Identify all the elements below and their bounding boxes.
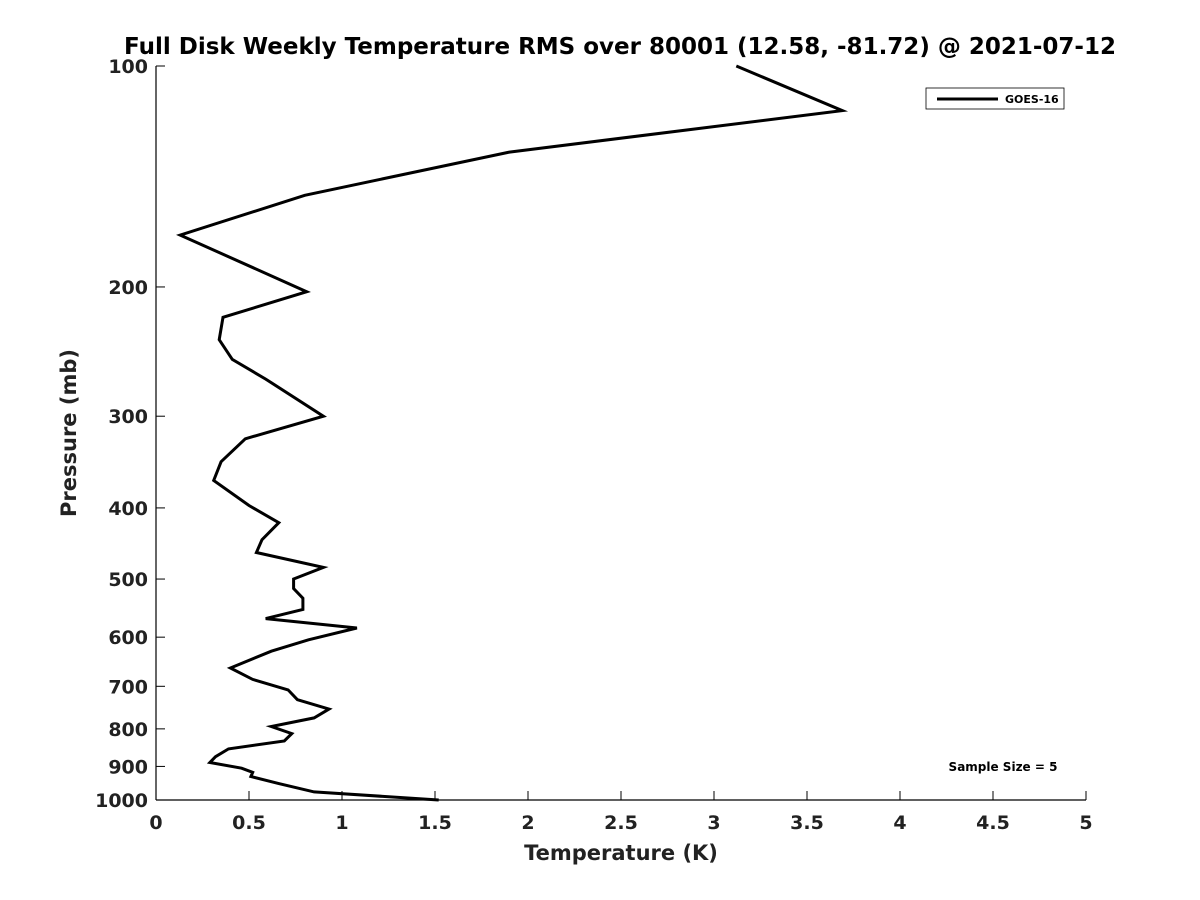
x-tick-label: 3 [707,812,720,834]
legend: GOES-16 [925,87,1065,110]
x-tick-label: 0 [149,812,162,834]
y-axis-label: Pressure (mb) [57,349,81,517]
legend-label: GOES-16 [1005,93,1059,106]
x-tick-label: 5 [1079,812,1092,834]
x-tick-label: 4.5 [976,812,1010,834]
x-tick-label: 2 [521,812,534,834]
axes [155,66,1086,801]
y-tick-label: 900 [108,756,148,778]
x-tick-label: 3.5 [790,812,824,834]
y-tick-label: 200 [108,277,148,299]
y-tick-label: 400 [108,498,148,520]
sample-size-annotation: Sample Size = 5 [949,760,1058,774]
y-tick-label: 300 [108,406,148,428]
y-tick-label: 100 [108,56,148,78]
series-line-goes-16 [176,64,849,802]
x-tick-label: 4 [893,812,906,834]
y-tick-label: 600 [108,627,148,649]
y-tick-label: 1000 [95,790,148,812]
x-axis-label: Temperature (K) [524,841,718,865]
x-tick-label: 1 [335,812,348,834]
y-tick-label: 800 [108,719,148,741]
y-tick-label: 700 [108,676,148,698]
x-tick-label: 2.5 [604,812,638,834]
chart-title: Full Disk Weekly Temperature RMS over 80… [124,34,1116,60]
y-tick-label: 500 [108,569,148,591]
x-tick-label: 0.5 [232,812,266,834]
y-ticks: 100 200 300 400 500 600 700 800 900 1000 [95,56,165,812]
x-ticks: 0 0.5 1 1.5 2 2.5 3 3.5 4 4.5 5 [149,791,1093,834]
series-group [176,64,849,802]
x-tick-label: 1.5 [418,812,452,834]
